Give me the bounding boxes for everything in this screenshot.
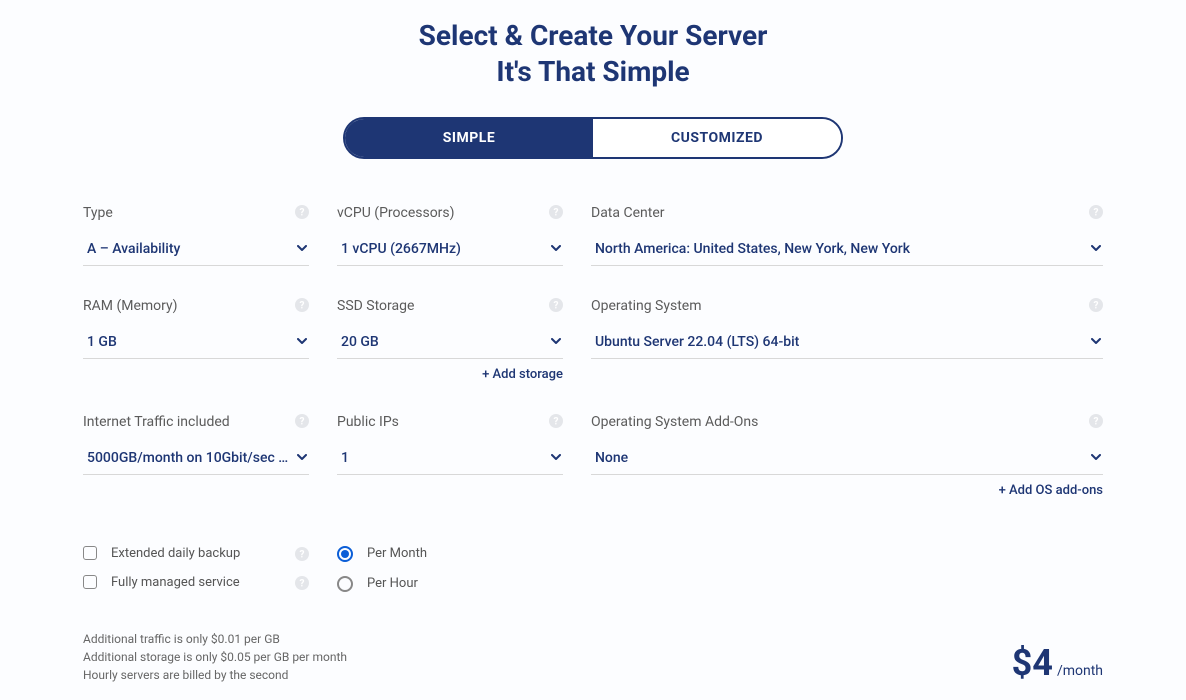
price-amount: $4 (1012, 642, 1053, 684)
help-icon[interactable] (295, 414, 309, 428)
help-icon[interactable] (549, 298, 563, 312)
help-icon[interactable] (295, 546, 309, 560)
chevron-down-icon (1091, 245, 1101, 255)
field-ram: RAM (Memory) 1 GB (83, 298, 309, 382)
field-os: Operating System Ubuntu Server 22.04 (LT… (591, 298, 1103, 382)
chevron-down-icon (297, 245, 307, 255)
server-config-form: Select & Create Your Server It's That Si… (83, 0, 1103, 700)
tab-customized[interactable]: CUSTOMIZED (593, 119, 841, 157)
radio-per-hour[interactable]: Per Hour (337, 576, 427, 592)
select-os-addons[interactable]: None (591, 444, 1103, 475)
page-title: Select & Create Your Server It's That Si… (83, 18, 1103, 91)
chevron-down-icon (551, 454, 561, 464)
note-storage: Additional storage is only $0.05 per GB … (83, 648, 347, 666)
checkbox-label-backup: Extended daily backup (111, 546, 240, 561)
checkbox-row-backup: Extended daily backup (83, 546, 309, 561)
select-value-datacenter: North America: United States, New York, … (595, 241, 1083, 257)
help-icon[interactable] (1089, 205, 1103, 219)
label-type: Type (83, 205, 309, 221)
add-os-addons-link[interactable]: + Add OS add-ons (591, 483, 1103, 498)
title-line-2: It's That Simple (496, 55, 689, 88)
checkbox-backup[interactable] (83, 546, 97, 560)
price-unit: /month (1057, 663, 1103, 679)
field-traffic: Internet Traffic included 5000GB/month o… (83, 414, 309, 498)
radio-icon (337, 546, 353, 562)
select-value-ram: 1 GB (87, 334, 289, 350)
note-hourly: Hourly servers are billed by the second (83, 666, 347, 684)
help-icon[interactable] (549, 205, 563, 219)
select-value-traffic: 5000GB/month on 10Gbit/sec port (87, 450, 289, 466)
note-traffic: Additional traffic is only $0.01 per GB (83, 630, 347, 648)
select-os[interactable]: Ubuntu Server 22.04 (LTS) 64-bit (591, 328, 1103, 359)
price-display: $4 /month (1012, 642, 1103, 684)
label-datacenter: Data Center (591, 205, 1103, 221)
label-ssd: SSD Storage (337, 298, 563, 314)
field-datacenter: Data Center North America: United States… (591, 205, 1103, 266)
radio-label-hour: Per Hour (367, 576, 418, 591)
help-icon[interactable] (295, 298, 309, 312)
select-ram[interactable]: 1 GB (83, 328, 309, 359)
label-os-addons: Operating System Add-Ons (591, 414, 1103, 430)
select-ssd[interactable]: 20 GB (337, 328, 563, 359)
select-vcpu[interactable]: 1 vCPU (2667MHz) (337, 235, 563, 266)
help-icon[interactable] (295, 575, 309, 589)
tab-simple[interactable]: SIMPLE (345, 119, 593, 157)
field-public-ips: Public IPs 1 (337, 414, 563, 498)
mode-toggle: SIMPLE CUSTOMIZED (343, 117, 843, 159)
add-storage-link[interactable]: + Add storage (337, 367, 563, 382)
help-icon[interactable] (1089, 298, 1103, 312)
chevron-down-icon (1091, 338, 1101, 348)
label-ram: RAM (Memory) (83, 298, 309, 314)
chevron-down-icon (551, 338, 561, 348)
chevron-down-icon (1091, 454, 1101, 464)
label-os: Operating System (591, 298, 1103, 314)
field-vcpu: vCPU (Processors) 1 vCPU (2667MHz) (337, 205, 563, 266)
label-traffic: Internet Traffic included (83, 414, 309, 430)
select-value-os: Ubuntu Server 22.04 (LTS) 64-bit (595, 334, 1083, 350)
help-icon[interactable] (549, 414, 563, 428)
select-value-ssd: 20 GB (341, 334, 543, 350)
radio-icon (337, 576, 353, 592)
checkbox-row-managed: Fully managed service (83, 575, 309, 590)
select-value-type: A – Availability (87, 241, 289, 257)
radio-per-month[interactable]: Per Month (337, 546, 427, 562)
radio-label-month: Per Month (367, 546, 427, 561)
help-icon[interactable] (1089, 414, 1103, 428)
chevron-down-icon (297, 338, 307, 348)
field-type: Type A – Availability (83, 205, 309, 266)
select-traffic[interactable]: 5000GB/month on 10Gbit/sec port (83, 444, 309, 475)
chevron-down-icon (297, 454, 307, 464)
field-ssd: SSD Storage 20 GB + Add storage (337, 298, 563, 382)
checkbox-managed[interactable] (83, 575, 97, 589)
select-value-vcpu: 1 vCPU (2667MHz) (341, 241, 543, 257)
field-os-addons: Operating System Add-Ons None + Add OS a… (591, 414, 1103, 498)
select-value-public-ips: 1 (341, 450, 543, 466)
chevron-down-icon (551, 245, 561, 255)
select-value-os-addons: None (595, 450, 1083, 466)
select-datacenter[interactable]: North America: United States, New York, … (591, 235, 1103, 266)
title-line-1: Select & Create Your Server (419, 19, 768, 52)
select-public-ips[interactable]: 1 (337, 444, 563, 475)
label-vcpu: vCPU (Processors) (337, 205, 563, 221)
pricing-notes: Additional traffic is only $0.01 per GB … (83, 630, 347, 684)
checkbox-label-managed: Fully managed service (111, 575, 240, 590)
help-icon[interactable] (295, 205, 309, 219)
label-public-ips: Public IPs (337, 414, 563, 430)
select-type[interactable]: A – Availability (83, 235, 309, 266)
